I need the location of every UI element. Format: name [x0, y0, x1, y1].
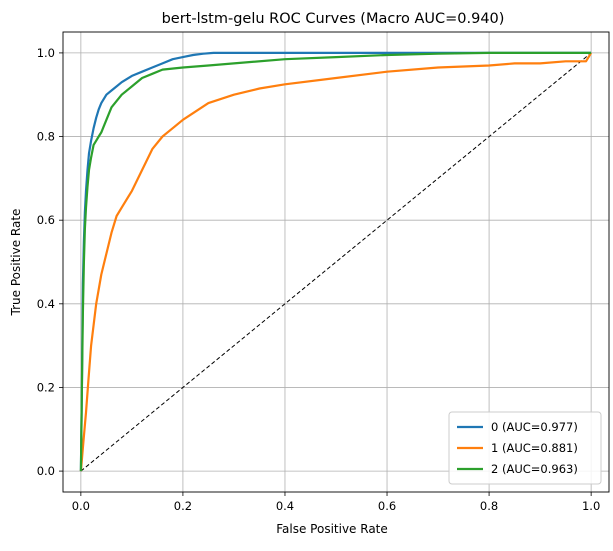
x-tick-label: 1.0: [582, 499, 600, 513]
chart-title: bert-lstm-gelu ROC Curves (Macro AUC=0.9…: [162, 11, 505, 27]
reference-line: [80, 52, 592, 472]
x-tick-label: 0.6: [378, 499, 396, 513]
y-tick-label: 0.0: [37, 464, 55, 478]
legend-box: [448, 411, 602, 485]
y-tick-label: 0.8: [37, 130, 55, 144]
legend-label-2: 2 (AUC=0.963): [491, 462, 578, 476]
legend-label-1: 1 (AUC=0.881): [491, 441, 578, 455]
x-axis-label: False Positive Rate: [276, 522, 388, 536]
series-line-1: [79, 52, 593, 472]
y-tick-label: 1.0: [37, 46, 55, 60]
grid: [63, 32, 609, 492]
y-axis-label: True Positive Rate: [9, 209, 23, 317]
x-tick-label: 0.8: [480, 499, 498, 513]
x-tick-label: 0.0: [72, 499, 90, 513]
legend: 0 (AUC=0.977) 1 (AUC=0.881) 2 (AUC=0.963): [448, 411, 602, 485]
plot-frame: [62, 31, 610, 493]
y-tick-label: 0.4: [37, 297, 55, 311]
x-tick-label: 0.4: [276, 499, 294, 513]
reference-diagonal: [80, 52, 592, 472]
y-tick-label: 0.6: [37, 213, 55, 227]
legend-label-0: 0 (AUC=0.977): [491, 420, 578, 434]
series-line-0: [79, 51, 592, 472]
axis-ticks: 0.0 0.2 0.4 0.6 0.8 1.0 0.0 0.2 0.4 0.6 0.8 1.0: [37, 46, 601, 513]
y-tick-label: 0.2: [37, 380, 55, 394]
series-lines: [79, 51, 593, 472]
series-line-2: [79, 51, 592, 472]
x-tick-label: 0.2: [174, 499, 192, 513]
